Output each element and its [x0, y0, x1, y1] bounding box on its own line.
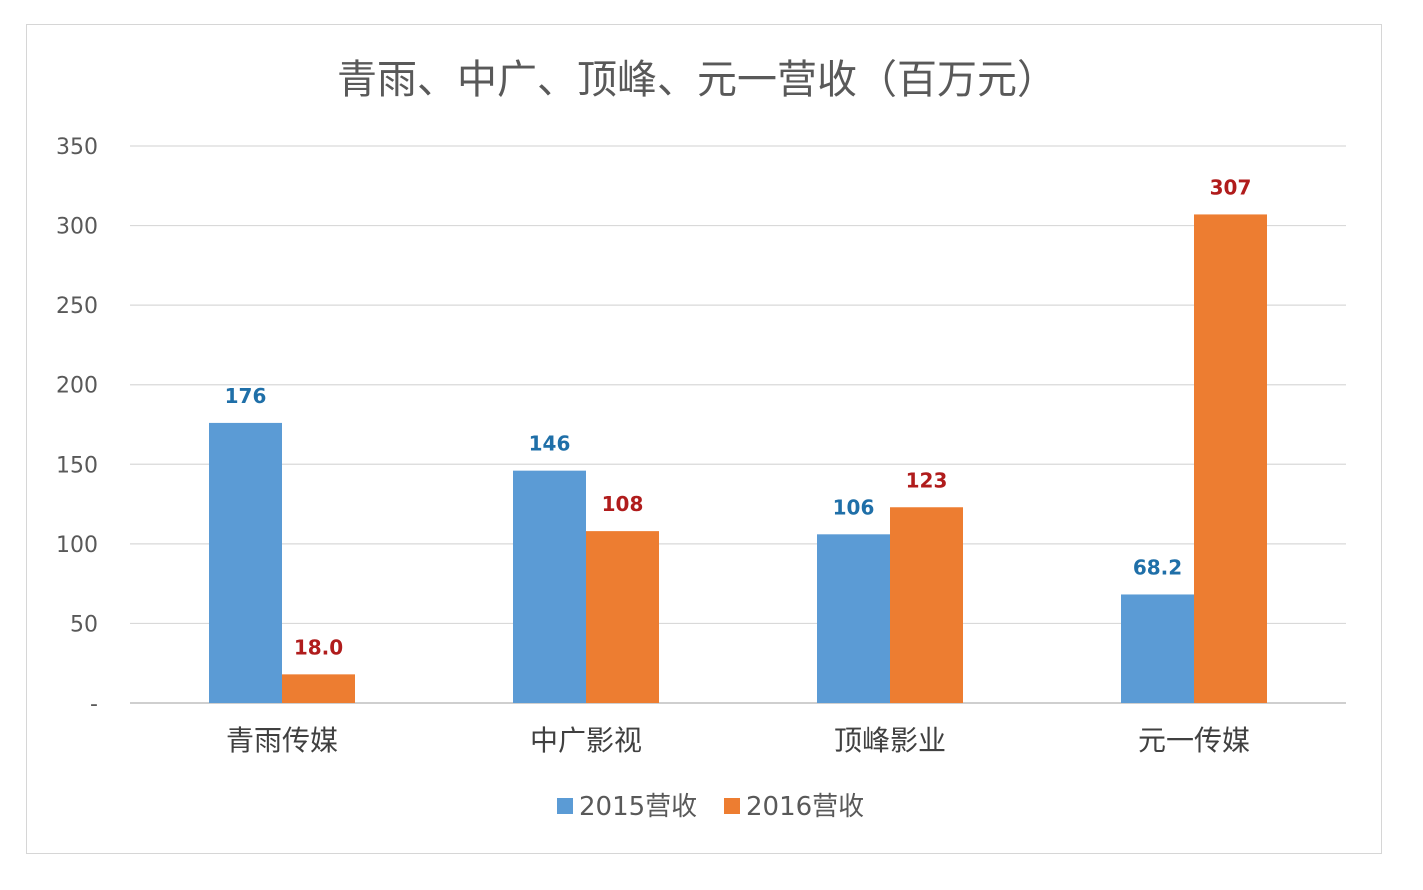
data-label: 123 — [906, 468, 948, 492]
data-label: 68.2 — [1133, 555, 1182, 579]
legend-swatch — [557, 798, 573, 814]
x-category-label: 中广影视 — [530, 724, 642, 757]
y-tick-label: 350 — [56, 135, 98, 160]
y-tick-label: 200 — [56, 374, 98, 399]
data-label: 307 — [1210, 175, 1252, 199]
y-axis-ticks: - 50 100 150 200 250 300 350 — [56, 135, 98, 717]
x-category-label: 元一传媒 — [1138, 724, 1250, 757]
legend-label: 2016营收 — [746, 792, 864, 822]
data-label: 18.0 — [294, 635, 343, 659]
chart-title: 青雨、中广、顶峰、元一营收（百万元） — [337, 57, 1057, 103]
x-category-label: 青雨传媒 — [226, 724, 338, 757]
bar-2016 — [1194, 214, 1267, 703]
bar-2015 — [1121, 594, 1194, 703]
legend: 2015营收 2016营收 — [557, 792, 864, 822]
legend-swatch — [724, 798, 740, 814]
x-axis-categories: 青雨传媒 中广影视 顶峰影业 元一传媒 — [226, 724, 1250, 757]
y-tick-label: 250 — [56, 294, 98, 319]
y-tick-label: 150 — [56, 453, 98, 478]
bar-2015 — [209, 422, 282, 703]
bar-2015 — [513, 470, 586, 703]
data-labels: 176 18.0 146 108 106 123 68.2 307 — [225, 175, 1252, 659]
y-tick-label: 100 — [56, 533, 98, 558]
data-label: 106 — [833, 495, 875, 519]
y-tick-label: 300 — [56, 215, 98, 240]
x-category-label: 顶峰影业 — [834, 724, 946, 757]
data-label: 108 — [602, 492, 644, 516]
data-label: 146 — [529, 432, 571, 456]
bars — [209, 214, 1267, 703]
data-label: 176 — [225, 384, 267, 408]
bar-2015 — [817, 534, 890, 703]
y-tick-label: - — [90, 692, 98, 717]
bar-2016 — [586, 531, 659, 703]
y-tick-label: 50 — [70, 612, 98, 637]
bar-2016 — [282, 674, 355, 703]
legend-label: 2015营收 — [579, 792, 697, 822]
bar-2016 — [890, 507, 963, 703]
